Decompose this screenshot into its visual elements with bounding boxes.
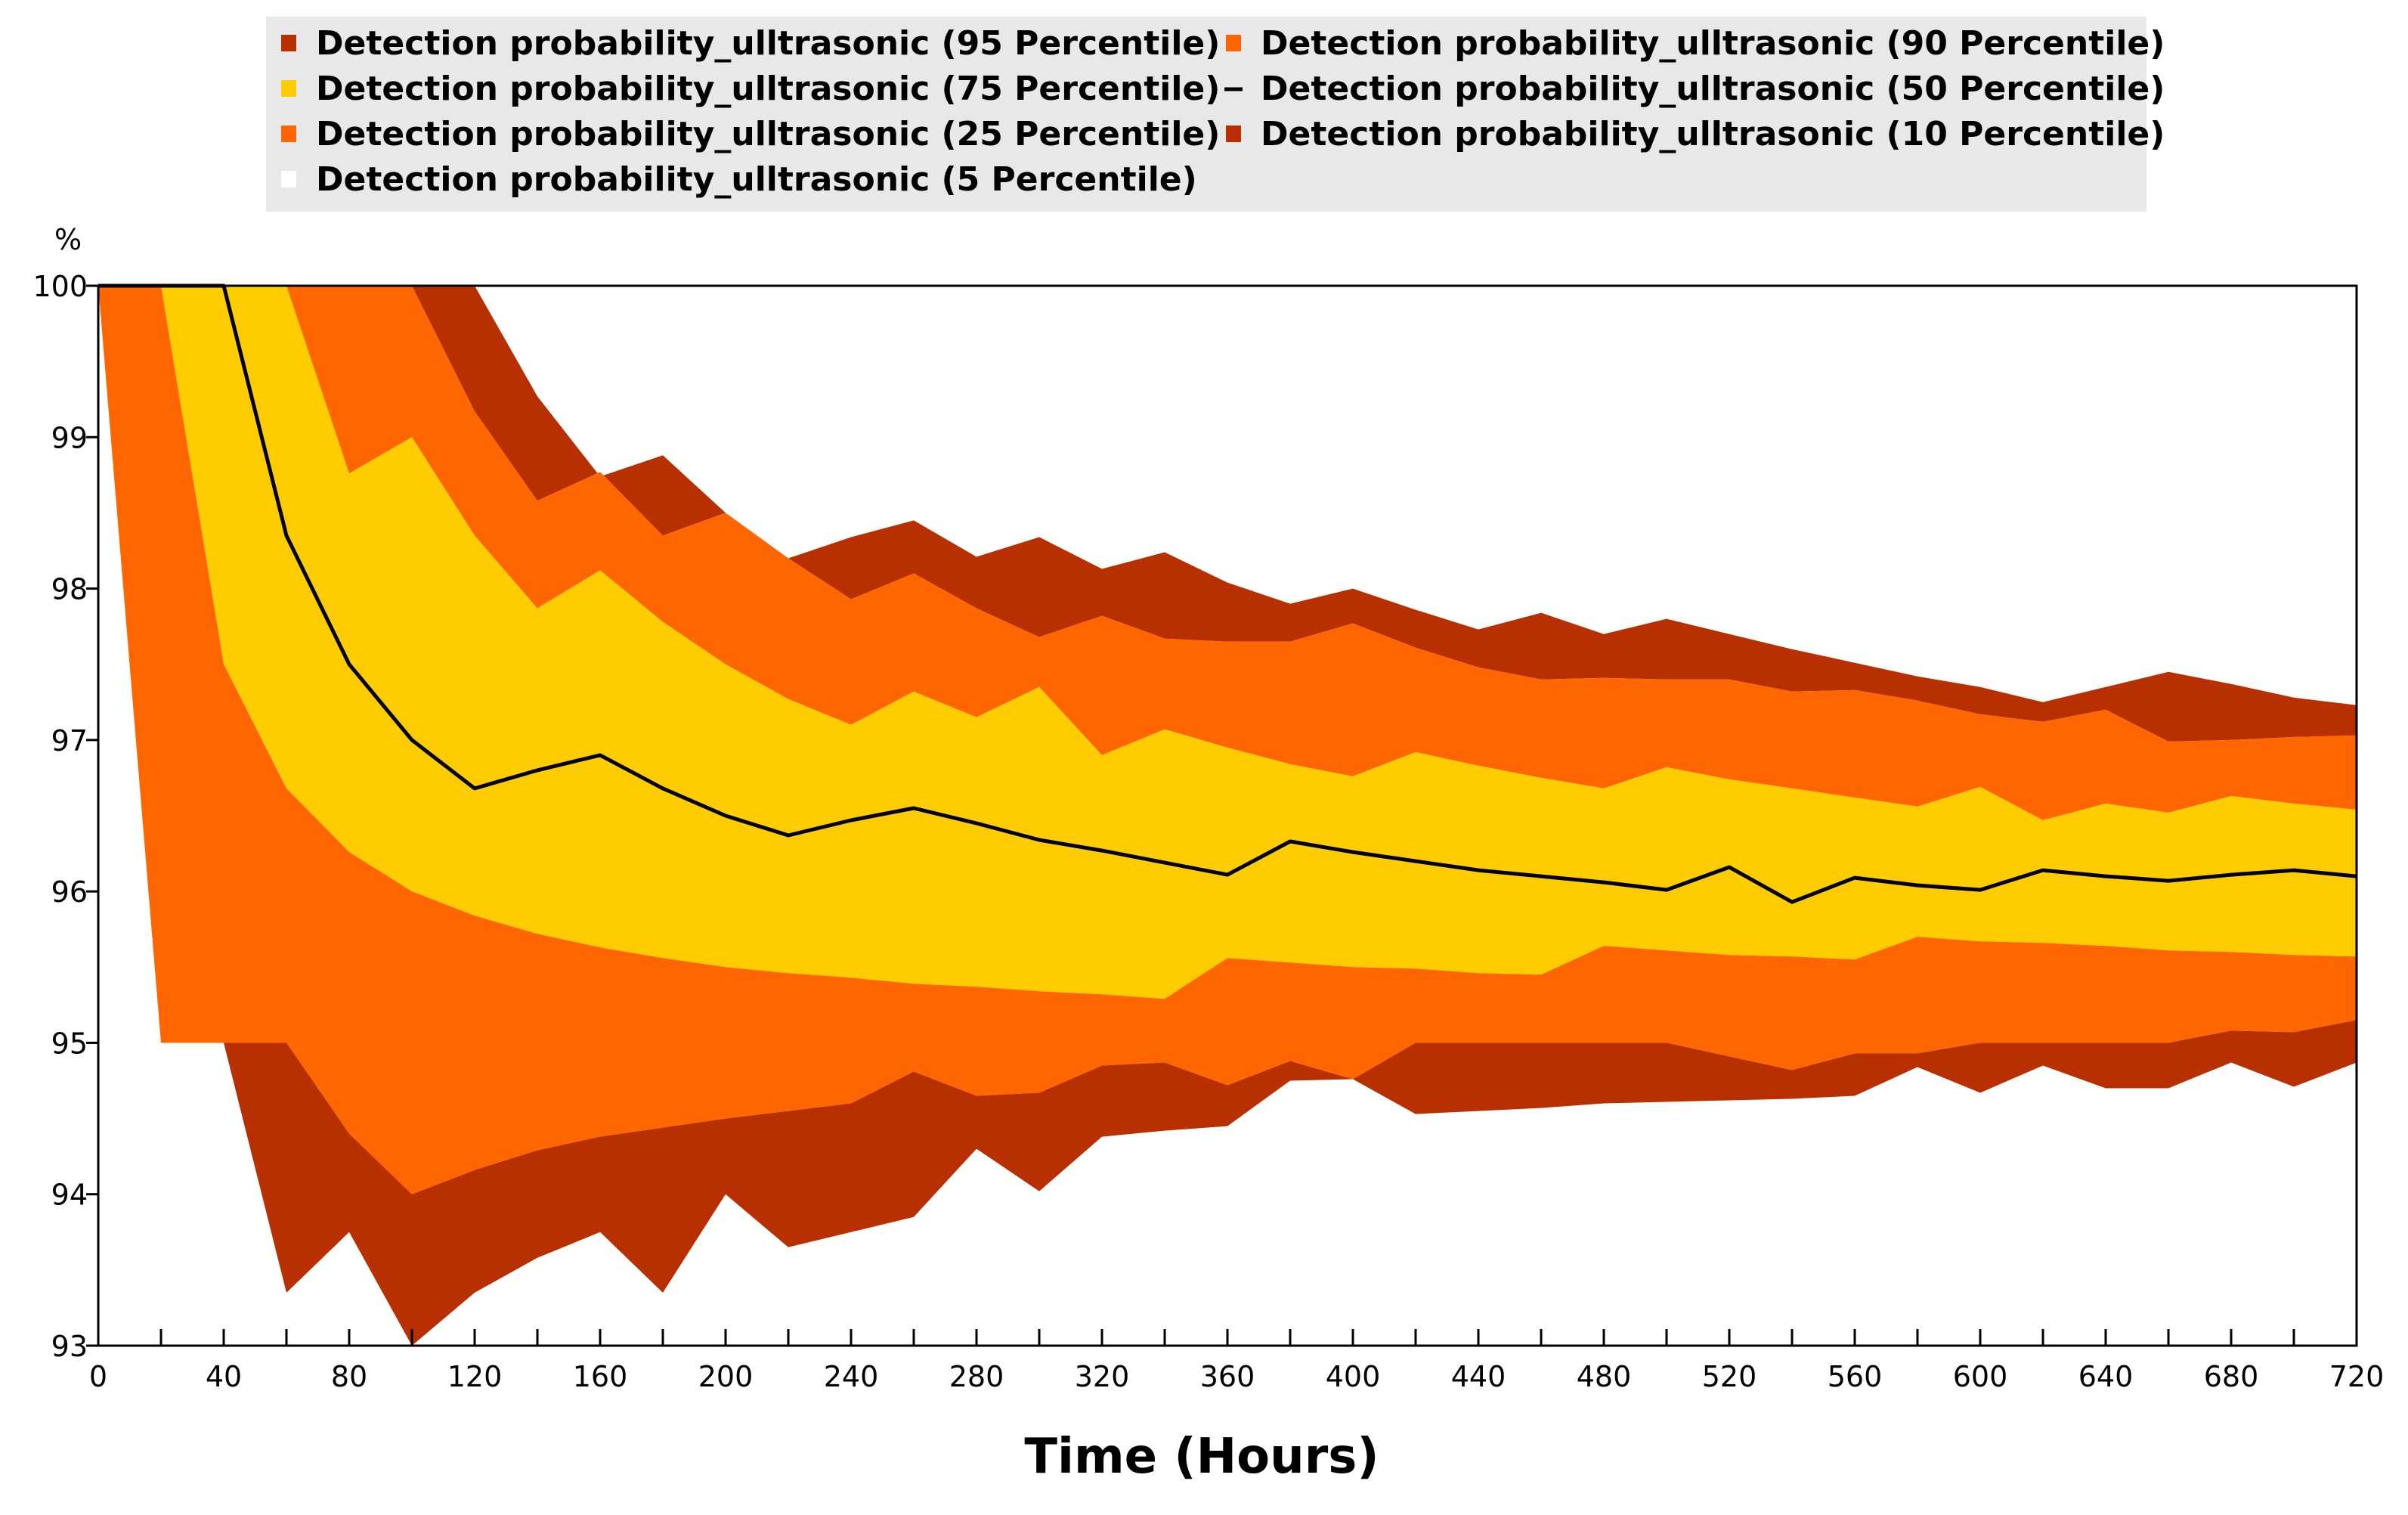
- y-tick-label: 94: [51, 1179, 88, 1212]
- legend: Detection probability_ulltrasonic (95 Pe…: [266, 17, 2165, 212]
- legend-entry: Detection probability_ulltrasonic (95 Pe…: [316, 24, 1220, 63]
- y-tick-label: 98: [51, 573, 88, 606]
- legend-swatch: [281, 171, 296, 187]
- x-tick-label: 600: [1953, 1360, 2008, 1393]
- x-axis-title: Time (Hours): [1024, 1429, 1379, 1485]
- legend-entry: Detection probability_ulltrasonic (5 Per…: [316, 160, 1197, 199]
- x-tick-label: 80: [331, 1360, 367, 1393]
- y-tick-label: 97: [51, 724, 88, 758]
- y-tick-label: 96: [51, 875, 88, 909]
- band-10-5: [98, 286, 2357, 1346]
- legend-box: [266, 17, 2146, 212]
- y-tick-label: 99: [51, 421, 88, 454]
- x-tick-label: 280: [949, 1360, 1004, 1393]
- x-tick-label: 520: [1702, 1360, 1757, 1393]
- legend-swatch: [281, 35, 296, 51]
- y-tick-label: 93: [51, 1330, 88, 1363]
- band-95-90: [98, 286, 2357, 742]
- x-tick-label: 200: [698, 1360, 754, 1393]
- plot-areas: [98, 286, 2357, 1346]
- x-tick-label: 440: [1451, 1360, 1506, 1393]
- x-tick-label: 480: [1577, 1360, 1632, 1393]
- x-tick-label: 360: [1200, 1360, 1255, 1393]
- x-axis: 0 40 80 120 160 200 240 280 320 360 400 440 480 520 56…: [89, 1329, 2384, 1393]
- legend-entry: Detection probability_ulltrasonic (10 Pe…: [1261, 115, 2165, 153]
- band-75-25: [98, 286, 2357, 999]
- legend-swatch: [281, 80, 296, 97]
- legend-entry: Detection probability_ulltrasonic (90 Pe…: [1261, 24, 2165, 63]
- x-tick-label: 160: [573, 1360, 628, 1393]
- x-tick-label: 560: [1828, 1360, 1883, 1393]
- legend-entry: Detection probability_ulltrasonic (75 Pe…: [316, 70, 1220, 108]
- legend-swatch: [1226, 125, 1241, 142]
- band-25-10: [98, 286, 2357, 1194]
- y-axis-unit-label: %: [54, 223, 82, 256]
- x-tick-label: 240: [824, 1360, 879, 1393]
- legend-swatch: [281, 125, 296, 142]
- y-axis: 93 94 95 96 97 98 99 100: [32, 270, 98, 1363]
- x-tick-label: 320: [1075, 1360, 1130, 1393]
- median-line-group: [98, 283, 2357, 904]
- y-tick-label: 95: [51, 1027, 88, 1060]
- x-tick-label: 40: [206, 1360, 242, 1393]
- y-tick-label: 100: [32, 270, 88, 303]
- x-tick-label: 720: [2329, 1360, 2385, 1393]
- x-tick-label: 680: [2204, 1360, 2259, 1393]
- x-tick-label: 400: [1326, 1360, 1381, 1393]
- legend-entry: Detection probability_ulltrasonic (25 Pe…: [316, 115, 1220, 153]
- median-line: [98, 283, 2357, 904]
- x-tick-label: 0: [89, 1360, 107, 1393]
- band-90-75: [98, 286, 2357, 820]
- x-tick-label: 120: [447, 1360, 503, 1393]
- x-tick-label: 640: [2078, 1360, 2134, 1393]
- legend-swatch: [1226, 35, 1241, 51]
- legend-entry: Detection probability_ulltrasonic (50 Pe…: [1261, 70, 2165, 108]
